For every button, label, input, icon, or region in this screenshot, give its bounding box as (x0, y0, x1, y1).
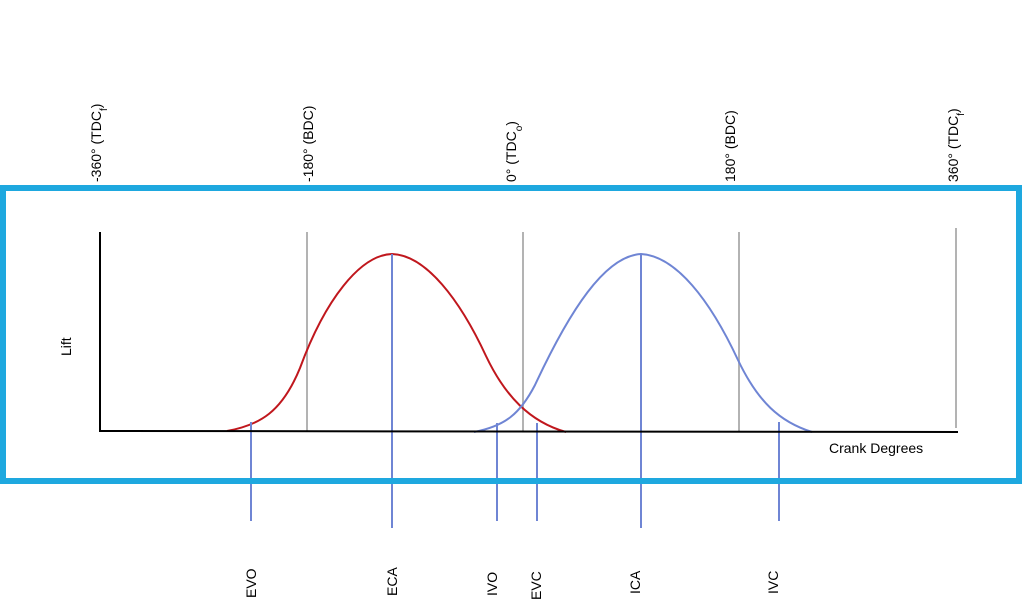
highlight-frame (0, 185, 1022, 484)
reference-label-180: 180° (BDC) (722, 110, 738, 182)
x-axis (99, 430, 959, 433)
event-label-evc: EVC (528, 571, 544, 600)
reference-label-0: 0° (TDCo) (503, 121, 525, 182)
exhaust-lift-curve (226, 252, 567, 433)
reference-label-neg360: -360° (TDCf) (88, 104, 110, 182)
intake-lift-curve (473, 252, 813, 433)
event-label-ivc: IVC (765, 571, 781, 594)
event-label-evo: EVO (243, 568, 259, 598)
event-label-ica: ICA (627, 570, 643, 594)
reference-label-neg180: -180° (BDC) (300, 106, 316, 182)
x-axis-label: Crank Degrees (829, 440, 923, 456)
event-label-eca: ECA (384, 567, 400, 596)
event-label-ivo: IVO (484, 572, 500, 596)
reference-label-360: 360° (TDCf) (945, 108, 967, 182)
y-axis-label: Lift (58, 337, 74, 356)
